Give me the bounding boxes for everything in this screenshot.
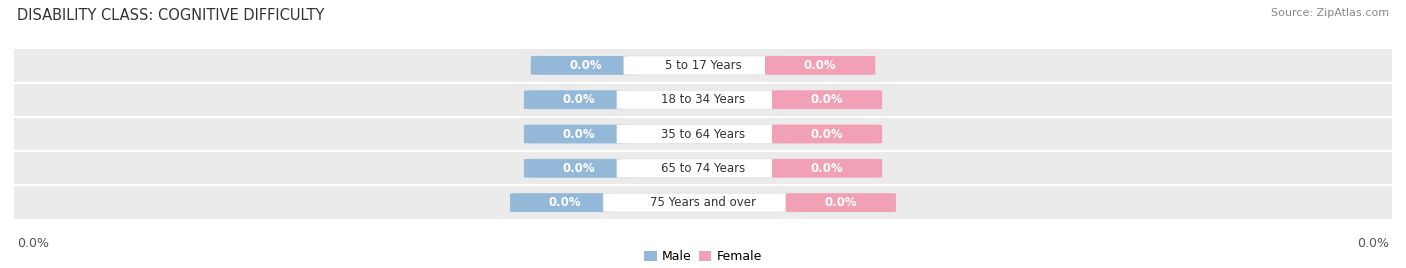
Text: DISABILITY CLASS: COGNITIVE DIFFICULTY: DISABILITY CLASS: COGNITIVE DIFFICULTY xyxy=(17,8,325,23)
FancyBboxPatch shape xyxy=(772,90,882,109)
FancyBboxPatch shape xyxy=(14,185,1392,220)
Text: 0.0%: 0.0% xyxy=(811,162,844,175)
FancyBboxPatch shape xyxy=(14,117,1392,151)
FancyBboxPatch shape xyxy=(624,56,782,75)
FancyBboxPatch shape xyxy=(786,193,896,212)
Text: 0.0%: 0.0% xyxy=(562,128,595,140)
FancyBboxPatch shape xyxy=(14,48,1392,83)
Text: 0.0%: 0.0% xyxy=(811,93,844,106)
FancyBboxPatch shape xyxy=(524,125,634,143)
Text: 18 to 34 Years: 18 to 34 Years xyxy=(661,93,745,106)
Text: 0.0%: 0.0% xyxy=(562,93,595,106)
FancyBboxPatch shape xyxy=(14,83,1392,117)
FancyBboxPatch shape xyxy=(772,159,882,178)
Text: 0.0%: 0.0% xyxy=(569,59,602,72)
FancyBboxPatch shape xyxy=(765,56,875,75)
FancyBboxPatch shape xyxy=(617,125,789,143)
FancyBboxPatch shape xyxy=(603,193,803,212)
Text: 0.0%: 0.0% xyxy=(824,196,858,209)
FancyBboxPatch shape xyxy=(14,151,1392,185)
FancyBboxPatch shape xyxy=(524,90,634,109)
FancyBboxPatch shape xyxy=(524,159,634,178)
Text: 0.0%: 0.0% xyxy=(1357,237,1389,250)
FancyBboxPatch shape xyxy=(772,125,882,143)
FancyBboxPatch shape xyxy=(617,159,789,178)
Text: 35 to 64 Years: 35 to 64 Years xyxy=(661,128,745,140)
FancyBboxPatch shape xyxy=(617,90,789,109)
Text: 75 Years and over: 75 Years and over xyxy=(650,196,756,209)
Text: 5 to 17 Years: 5 to 17 Years xyxy=(665,59,741,72)
Legend: Male, Female: Male, Female xyxy=(640,245,766,268)
Text: 0.0%: 0.0% xyxy=(804,59,837,72)
Text: 0.0%: 0.0% xyxy=(811,128,844,140)
Text: 0.0%: 0.0% xyxy=(548,196,582,209)
FancyBboxPatch shape xyxy=(510,193,620,212)
Text: 0.0%: 0.0% xyxy=(562,162,595,175)
Text: Source: ZipAtlas.com: Source: ZipAtlas.com xyxy=(1271,8,1389,18)
Text: 0.0%: 0.0% xyxy=(17,237,49,250)
FancyBboxPatch shape xyxy=(531,56,641,75)
Text: 65 to 74 Years: 65 to 74 Years xyxy=(661,162,745,175)
